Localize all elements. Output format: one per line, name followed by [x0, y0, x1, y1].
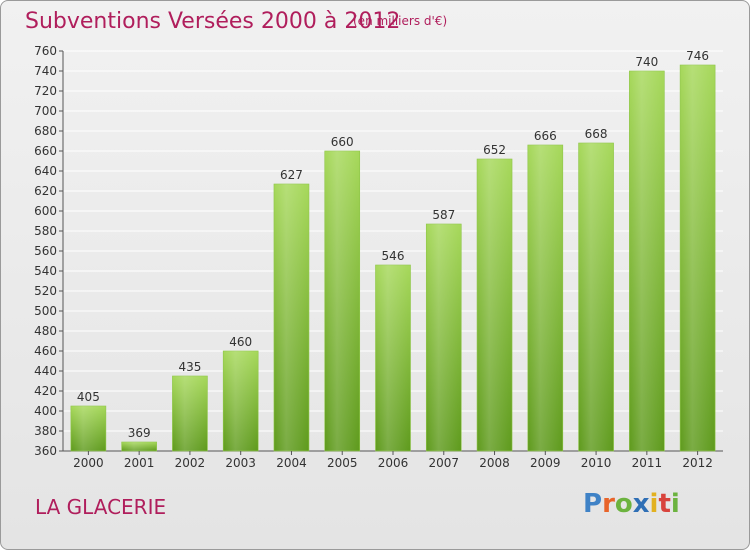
y-tick-label: 520 [34, 284, 57, 298]
data-label: 587 [432, 208, 455, 222]
y-tick-label: 660 [34, 144, 57, 158]
bar-highlight [629, 71, 665, 451]
bar-highlight [121, 442, 157, 451]
logo-letter: P [583, 489, 603, 519]
bar-highlight [375, 265, 411, 451]
commune-name: LA GLACERIE [35, 495, 167, 519]
bar-highlight [273, 184, 309, 451]
data-labels: 405 369 435 460 627 660 546 587 652 666 668 740 746 [77, 49, 709, 440]
y-tick-label: 640 [34, 164, 57, 178]
data-label: 405 [77, 390, 100, 404]
y-tick-label: 680 [34, 124, 57, 138]
x-tick-label: 2011 [632, 456, 663, 470]
data-label: 660 [331, 135, 354, 149]
y-tick-label: 720 [34, 84, 57, 98]
proxiti-logo[interactable]: Proxiti [583, 489, 680, 519]
data-label: 652 [483, 143, 506, 157]
y-tick-label: 440 [34, 364, 57, 378]
data-label: 369 [128, 426, 151, 440]
bar-highlight [172, 376, 208, 451]
x-tick-label: 2001 [124, 456, 155, 470]
x-tick-label: 2005 [327, 456, 358, 470]
y-tick-label: 400 [34, 404, 57, 418]
y-tick-label: 380 [34, 424, 57, 438]
bar-highlight [680, 65, 716, 451]
y-tick-label: 460 [34, 344, 57, 358]
bar-highlight [70, 406, 106, 451]
logo-letter: t [658, 489, 671, 519]
y-tick-label: 420 [34, 384, 57, 398]
bar-highlight [477, 159, 513, 451]
x-tick-label: 2003 [225, 456, 256, 470]
logo-letter: i [670, 489, 680, 519]
bar-highlight [578, 143, 614, 451]
y-tick-label: 760 [34, 44, 57, 58]
y-tick-label: 740 [34, 64, 57, 78]
data-label: 546 [382, 249, 405, 263]
x-tick-label: 2010 [581, 456, 612, 470]
data-label: 746 [686, 49, 709, 63]
x-tick-label: 2012 [682, 456, 713, 470]
logo-letter: x [632, 489, 650, 519]
logo-letter: o [614, 489, 633, 519]
y-tick-label: 620 [34, 184, 57, 198]
bar-highlight [223, 351, 259, 451]
x-tick-label: 2002 [175, 456, 206, 470]
x-tick-label: 2009 [530, 456, 561, 470]
data-label: 627 [280, 168, 303, 182]
data-label: 668 [585, 127, 608, 141]
x-tick-label: 2006 [378, 456, 409, 470]
data-label: 740 [635, 55, 658, 69]
chart-subtitle: (en milliers d'€) [353, 14, 448, 28]
x-axis: 2000 2001 2002 2003 2004 2005 2006 2007 2008 2009… [73, 451, 713, 470]
chart-title: Subventions Versées 2000 à 2012 [25, 9, 401, 34]
y-tick-label: 580 [34, 224, 57, 238]
y-tick-label: 560 [34, 244, 57, 258]
x-tick-label: 2004 [276, 456, 307, 470]
bar-highlight [324, 151, 360, 451]
y-tick-label: 540 [34, 264, 57, 278]
data-label: 460 [229, 335, 252, 349]
x-tick-label: 2008 [479, 456, 510, 470]
y-tick-label: 500 [34, 304, 57, 318]
x-tick-label: 2007 [428, 456, 459, 470]
bar-highlight [426, 224, 462, 451]
y-tick-label: 700 [34, 104, 57, 118]
logo-letter: r [602, 489, 615, 519]
y-tick-label: 600 [34, 204, 57, 218]
bar-highlight [527, 145, 563, 451]
y-tick-label: 360 [34, 444, 57, 458]
y-tick-label: 480 [34, 324, 57, 338]
bars [70, 64, 716, 452]
x-tick-label: 2000 [73, 456, 104, 470]
data-label: 666 [534, 129, 557, 143]
logo-letter: i [649, 489, 659, 519]
data-label: 435 [178, 360, 201, 374]
